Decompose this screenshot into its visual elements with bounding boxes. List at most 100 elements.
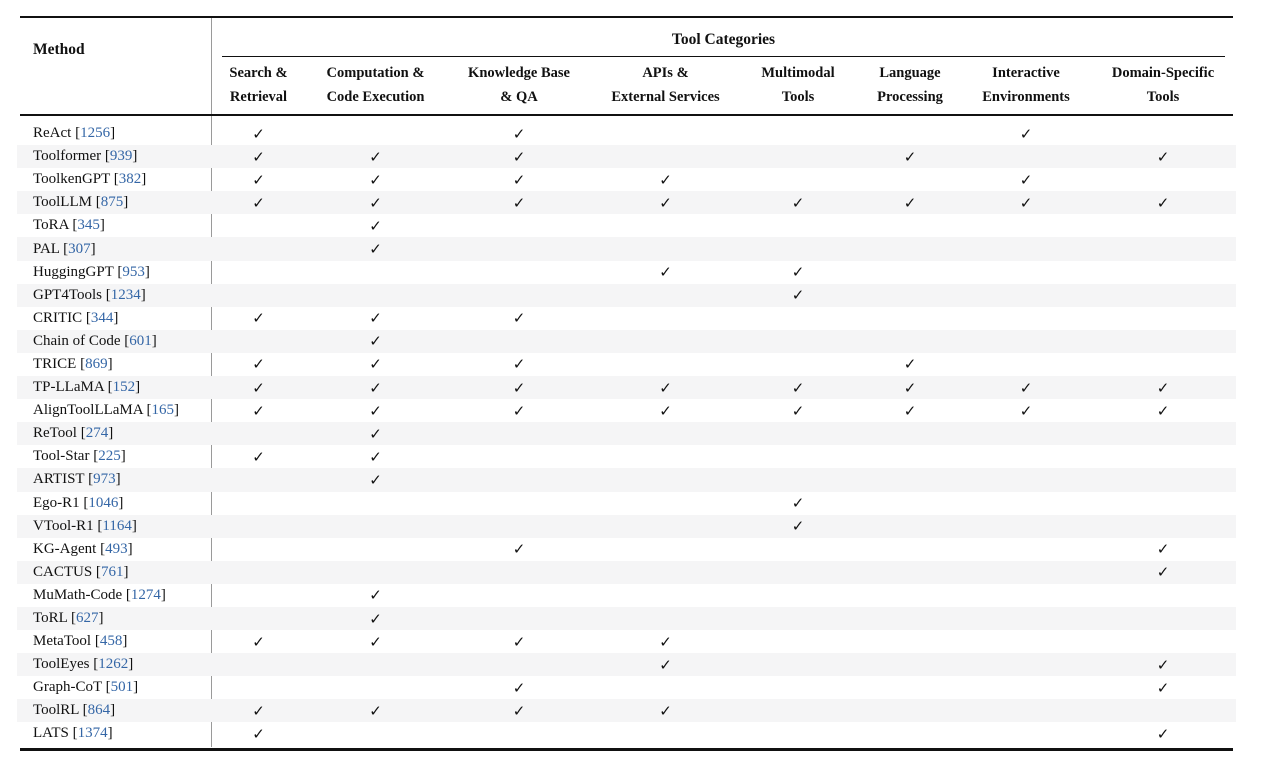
citation-link[interactable]: 1256 xyxy=(80,125,111,142)
checkmark-icon: ✓ xyxy=(369,193,382,212)
citation-link[interactable]: 761 xyxy=(100,563,124,580)
checkmark-icon: ✓ xyxy=(369,447,382,466)
tool-categories-group-header: Tool Categories xyxy=(671,31,776,48)
citation-link[interactable]: 345 xyxy=(77,217,100,234)
citation-link[interactable]: 1234 xyxy=(110,286,141,303)
checkmark-icon: ✓ xyxy=(1156,563,1170,582)
checkmark-icon: ✓ xyxy=(369,632,382,651)
citation-link[interactable]: 864 xyxy=(87,702,111,719)
checkmark-icon: ✓ xyxy=(1156,193,1170,212)
column-header-line2: & QA xyxy=(500,89,538,105)
citation-link[interactable]: 627 xyxy=(75,610,99,627)
column-header-domain-specific: Domain-Specific Tools xyxy=(1090,61,1236,109)
method-name: ToolLLM [875] xyxy=(33,194,129,211)
citation-link[interactable]: 1046 xyxy=(88,494,119,511)
checkmark-icon: ✓ xyxy=(1019,378,1033,397)
column-header-line1: Computation & xyxy=(326,65,425,81)
checkmark-icon: ✓ xyxy=(512,309,526,328)
column-header-line2: Tools xyxy=(1146,89,1180,105)
method-name: Chain of Code [601] xyxy=(33,332,157,349)
checkmark-icon: ✓ xyxy=(252,124,265,143)
checkmark-icon: ✓ xyxy=(791,263,805,282)
table-top-rule xyxy=(20,16,1233,18)
citation-link[interactable]: 225 xyxy=(98,448,121,465)
checkmark-icon: ✓ xyxy=(252,170,265,189)
table-row: ReTool [274] ✓ xyxy=(17,422,1236,446)
citation-link[interactable]: 1164 xyxy=(102,517,132,534)
checkmark-icon: ✓ xyxy=(369,470,382,489)
method-name: ToolRL [864] xyxy=(33,702,116,719)
table-row: ToolRL [864] ✓ ✓ ✓ ✓ xyxy=(17,699,1236,723)
method-name: MuMath-Code [1274] xyxy=(33,586,166,603)
table-row: GPT4Tools [1234] ✓ xyxy=(17,283,1236,307)
checkmark-icon: ✓ xyxy=(512,632,526,651)
checkmark-icon: ✓ xyxy=(512,193,526,212)
column-header-line2: Code Execution xyxy=(326,89,425,105)
checkmark-icon: ✓ xyxy=(791,378,805,397)
citation-link[interactable]: 274 xyxy=(85,425,109,442)
checkmark-icon: ✓ xyxy=(369,240,382,259)
column-header-line1: Multimodal xyxy=(761,65,835,81)
checkmark-icon: ✓ xyxy=(1156,401,1170,420)
column-header-line1: Domain-Specific xyxy=(1111,65,1215,81)
method-name: TRICE [869] xyxy=(33,355,113,372)
method-name: Graph-CoT [501] xyxy=(33,679,139,696)
citation-link[interactable]: 953 xyxy=(122,263,145,280)
checkmark-icon: ✓ xyxy=(659,170,672,189)
column-header-line2: Tools xyxy=(781,89,815,105)
checkmark-icon: ✓ xyxy=(252,401,265,420)
checkmark-icon: ✓ xyxy=(369,332,382,351)
citation-link[interactable]: 869 xyxy=(85,355,108,372)
checkmark-icon: ✓ xyxy=(369,216,382,235)
table-row: MuMath-Code [1274] ✓ xyxy=(17,584,1236,607)
citation-link[interactable]: 939 xyxy=(109,148,133,165)
category-column-headers: Search & Retrieval Computation & Code Execu… xyxy=(211,61,1236,109)
table-row: TP-LLaMA [152] ✓ ✓ ✓ ✓ ✓ ✓ ✓ ✓ xyxy=(17,376,1236,400)
method-name: CRITIC [344] xyxy=(33,309,119,326)
column-header-knowledge-base: Knowledge Base & QA xyxy=(445,61,593,109)
table-row: LATS [1374] ✓ ✓ xyxy=(17,722,1236,745)
column-header-line1: APIs & xyxy=(642,65,689,81)
method-name: KG-Agent [493] xyxy=(33,540,133,557)
table-row: MetaTool [458] ✓ ✓ ✓ ✓ xyxy=(17,630,1236,653)
checkmark-icon: ✓ xyxy=(1019,170,1033,189)
method-name: MetaTool [458] xyxy=(33,633,128,650)
checkmark-icon: ✓ xyxy=(1019,401,1033,420)
citation-link[interactable]: 382 xyxy=(118,171,142,188)
citation-link[interactable]: 501 xyxy=(110,679,134,696)
citation-link[interactable]: 493 xyxy=(105,540,128,557)
checkmark-icon: ✓ xyxy=(252,447,265,466)
table-row: ARTIST [973] ✓ xyxy=(17,468,1236,492)
checkmark-icon: ✓ xyxy=(791,401,805,420)
checkmark-icon: ✓ xyxy=(1156,147,1170,166)
table-row: Ego-R1 [1046] ✓ xyxy=(17,492,1236,515)
checkmark-icon: ✓ xyxy=(512,147,526,166)
citation-link[interactable]: 344 xyxy=(90,309,114,326)
checkmark-icon: ✓ xyxy=(512,540,526,559)
checkmark-icon: ✓ xyxy=(903,147,917,166)
citation-link[interactable]: 875 xyxy=(100,194,124,211)
table-bottom-rule xyxy=(20,748,1233,751)
column-header-line2: Processing xyxy=(877,89,943,105)
checkmark-icon: ✓ xyxy=(369,701,382,720)
citation-link[interactable]: 973 xyxy=(93,471,116,488)
citation-link[interactable]: 1274 xyxy=(130,586,161,603)
checkmark-icon: ✓ xyxy=(369,170,382,189)
column-header-line1: Language xyxy=(879,65,941,81)
checkmark-icon: ✓ xyxy=(1019,124,1033,143)
citation-link[interactable]: 601 xyxy=(129,332,152,349)
method-name: ReAct [1256] xyxy=(33,125,116,142)
checkmark-icon: ✓ xyxy=(252,193,265,212)
checkmark-icon: ✓ xyxy=(659,701,672,720)
citation-link[interactable]: 1374 xyxy=(77,725,108,742)
table-row: KG-Agent [493] ✓ ✓ xyxy=(17,538,1236,561)
checkmark-icon: ✓ xyxy=(659,263,672,282)
citation-link[interactable]: 307 xyxy=(68,240,91,257)
citation-link[interactable]: 1262 xyxy=(98,656,129,673)
citation-link[interactable]: 165 xyxy=(151,402,175,419)
citation-link[interactable]: 458 xyxy=(99,633,123,650)
checkmark-icon: ✓ xyxy=(791,286,805,305)
checkmark-icon: ✓ xyxy=(252,147,265,166)
citation-link[interactable]: 152 xyxy=(112,379,136,396)
table-row: ReAct [1256] ✓ ✓ ✓ xyxy=(17,122,1236,145)
